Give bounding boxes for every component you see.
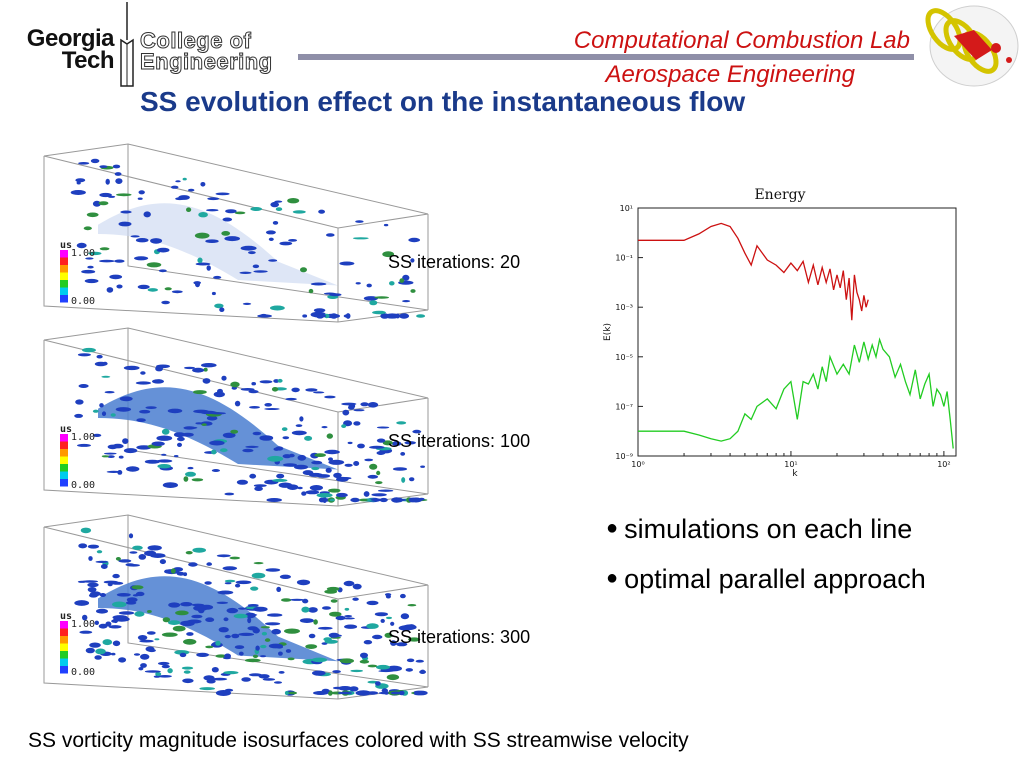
vorticity-isosurfaces [74,347,428,503]
tech-tower-icon [120,2,134,87]
slide-caption: SS vorticity magnitude isosurfaces color… [28,729,689,752]
colorbar-var: us [60,611,72,622]
colorbar-max: 1.00 [71,432,95,443]
chart-x-axis-label: k [792,469,798,479]
bullet-text-1: simulations on each line [624,514,913,544]
colorbar-max: 1.00 [71,619,95,630]
hump-surface [98,203,338,286]
velocity-colorbar: us1.00 0.00 [60,611,95,678]
hump-surface [98,576,338,662]
lab-name: Computational Combustion Lab [573,27,910,54]
college-line1: College of [140,28,252,53]
colorbar-min: 0.00 [71,296,95,307]
velocity-colorbar: us1.00 0.00 [60,240,95,307]
slide-title: SS evolution effect on the instantaneous… [140,86,746,117]
chart-y-axis-label: E(k) [603,323,613,341]
department-name: Aerospace Engineering [605,61,855,88]
channel-box [43,514,429,700]
x-tick-label: 10¹ [784,460,797,469]
simulation-panel-3: us1.00 0.00 [43,514,429,700]
velocity-colorbar: us1.00 0.00 [60,424,95,491]
chart-title: Energy [754,187,805,203]
x-tick-label: 10² [937,460,950,469]
sim-label-3: SS iterations: 300 [388,627,531,647]
bullet-item-2: ● optimal parallel approach [606,564,926,595]
channel-box [43,143,429,323]
y-tick-label: 10¹ [620,204,633,213]
colorbar-min: 0.00 [71,667,95,678]
logo-line2: Tech [61,47,115,74]
y-tick-label: 10⁻⁹ [615,452,633,461]
colorbar-min: 0.00 [71,480,95,491]
combustor-logo-image [925,5,1019,87]
sim-label-2: SS iterations: 100 [388,431,531,451]
energy-spectrum-chart: Energy E(k) k 10¹ 10⁻¹ 10⁻³ 10⁻⁵ 10⁻⁷ 10⁻⁹10⁰… [603,187,957,479]
y-tick-label: 10⁻⁵ [615,353,633,362]
logo-line1: Georgia [26,25,115,52]
y-tick-label: 10⁻³ [615,303,633,312]
sim-label-1: SS iterations: 20 [388,252,521,272]
college-line2: Engineering [140,49,273,74]
bullet-dot-icon: ● [606,517,619,539]
georgia-tech-logo: Georgia Tech [2,25,115,74]
simulation-panel-1: us1.00 0.00 [43,143,429,323]
vorticity-isosurfaces [74,527,428,696]
y-tick-label: 10⁻⁷ [615,402,633,411]
y-tick-label: 10⁻¹ [615,254,633,263]
simulation-panel-2: us1.00 0.00 [43,327,429,507]
channel-box [43,327,429,507]
bullet-dot-icon: ● [606,567,619,589]
colorbar-var: us [60,424,72,435]
bullet-text-2: optimal parallel approach [624,564,926,594]
series-line-green [638,337,954,449]
bullet-item-1: ● simulations on each line [606,514,912,545]
colorbar-max: 1.00 [71,248,95,259]
vorticity-isosurfaces [70,158,426,319]
colorbar-var: us [60,240,72,251]
header-divider [298,54,914,60]
x-tick-label: 10⁰ [631,460,644,469]
college-logo: College of Engineering [140,28,273,74]
series-line-red [638,222,869,321]
